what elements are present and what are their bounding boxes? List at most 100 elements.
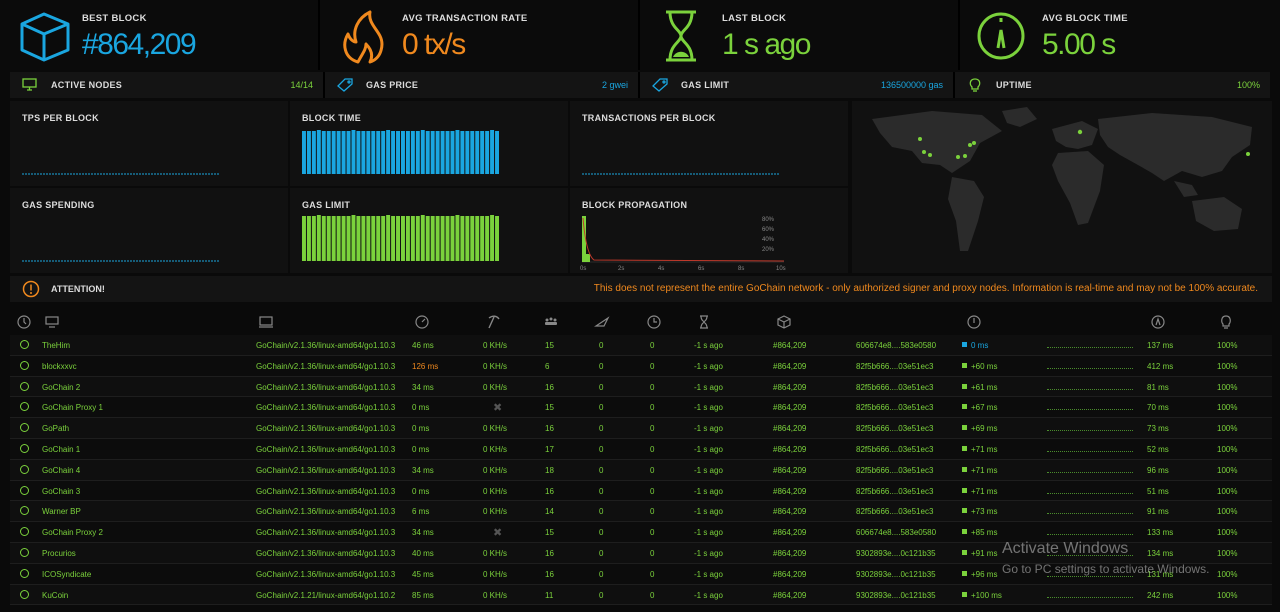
cell-pending: 0 xyxy=(599,569,604,579)
cell-avg: 131 ms xyxy=(1147,569,1174,579)
tag-icon xyxy=(337,78,353,92)
cell-c7: 0 xyxy=(650,465,655,475)
status-dot-icon xyxy=(20,423,29,433)
cell-peers: 16 xyxy=(545,382,554,392)
bar xyxy=(440,131,445,174)
cell-block: #864,209 xyxy=(773,569,807,579)
client-icon[interactable] xyxy=(258,314,274,330)
cell-hash: 0 KH/s xyxy=(483,548,508,558)
cell-peers: 17 xyxy=(545,444,554,454)
cell-name: GoChain 4 xyxy=(42,465,81,475)
status-icon[interactable] xyxy=(16,314,32,330)
cell-name: Procurios xyxy=(42,548,76,558)
chart-transactions-per-block: TRANSACTIONS PER BLOCK xyxy=(570,101,848,186)
cell-latency: 34 ms xyxy=(412,382,434,392)
bar xyxy=(430,216,435,261)
propagation-marker xyxy=(962,549,967,555)
bar xyxy=(321,216,326,261)
uptime-icon[interactable] xyxy=(1218,314,1234,330)
chart-title: BLOCK PROPAGATION xyxy=(582,200,688,210)
bar xyxy=(311,216,316,261)
table-row[interactable]: Procurios GoChain/v2.1.36/linux-amd64/go1… xyxy=(10,542,1272,564)
cell-bhash: 82f5b666....03e51ec3 xyxy=(856,507,934,517)
propagation-value: +85 ms xyxy=(971,528,998,538)
cell-peers: 16 xyxy=(545,569,554,579)
cell-last: -1 s ago xyxy=(694,507,723,517)
cell-name: GoChain 2 xyxy=(42,382,81,392)
cell-pending: 0 xyxy=(599,361,604,371)
cell-c7: 0 xyxy=(650,403,655,413)
cell-peers: 16 xyxy=(545,486,554,496)
cell-latency: 0 ms xyxy=(412,403,430,413)
propagation-value: +67 ms xyxy=(971,403,998,413)
table-row[interactable]: GoPath GoChain/v2.1.36/linux-amd64/go1.10… xyxy=(10,418,1272,439)
node-icon[interactable] xyxy=(44,314,60,330)
stat-last-block: LAST BLOCK 1 s ago xyxy=(640,0,960,70)
status-dot-icon xyxy=(20,340,29,349)
cell-prop: +73 ms xyxy=(962,507,997,516)
bar xyxy=(381,216,386,261)
table-row[interactable]: GoChain Proxy 1 GoChain/v2.1.36/linux-amd… xyxy=(10,397,1272,419)
table-row[interactable]: TheHim GoChain/v2.1.36/linux-amd64/go1.10… xyxy=(10,335,1272,356)
propagation-marker xyxy=(962,445,967,451)
cell-block: #864,209 xyxy=(773,528,807,538)
cell-bhash: 606674e8....583e0580 xyxy=(856,528,937,538)
warning-circle-icon xyxy=(22,280,40,298)
stat-uptime: UPTIME 100% xyxy=(955,72,1270,98)
mining-icon[interactable] xyxy=(486,314,502,330)
bar xyxy=(311,131,316,174)
cell-peers: 16 xyxy=(545,548,554,558)
last-block-icon[interactable] xyxy=(646,314,662,330)
avg-propagation-icon[interactable] xyxy=(1150,314,1166,330)
cell-c7: 0 xyxy=(650,341,655,350)
table-row[interactable]: blockxxvc GoChain/v2.1.36/linux-amd64/go1… xyxy=(10,355,1272,377)
cell-uptime: 100% xyxy=(1217,444,1238,454)
stat-label: AVG TRANSACTION RATE xyxy=(402,13,528,24)
cell-pending: 0 xyxy=(599,548,604,558)
cell-prop: +71 ms xyxy=(962,445,997,454)
propagation-history-line xyxy=(1047,513,1133,515)
table-row[interactable]: GoChain Proxy 2 GoChain/v2.1.36/linux-amd… xyxy=(10,522,1272,543)
cell-c7: 0 xyxy=(650,569,655,579)
bar xyxy=(302,216,306,261)
table-row[interactable]: GoChain 4 GoChain/v2.1.36/linux-amd64/go1… xyxy=(10,459,1272,481)
propagation-marker xyxy=(962,529,967,535)
block-time-icon[interactable] xyxy=(696,314,712,330)
propagation-icon[interactable] xyxy=(966,314,982,330)
status-dot-icon xyxy=(20,568,29,578)
bar xyxy=(460,216,465,261)
cell-peers: 18 xyxy=(545,465,554,475)
bar xyxy=(420,215,425,261)
cell-peers: 15 xyxy=(545,341,554,350)
cell-pending: 0 xyxy=(599,444,604,454)
table-row[interactable]: Warner BP GoChain/v2.1.36/linux-amd64/go1… xyxy=(10,501,1272,523)
cell-block: #864,209 xyxy=(773,424,807,434)
cell-client: GoChain/v2.1.36/linux-amd64/go1.10.3 xyxy=(256,548,396,558)
table-row[interactable]: GoChain 1 GoChain/v2.1.36/linux-amd64/go1… xyxy=(10,438,1272,460)
watermark-title: Activate Windows xyxy=(1002,540,1129,557)
cell-prop: +100 ms xyxy=(962,591,1002,600)
latency-icon[interactable] xyxy=(414,314,430,330)
watermark-subtitle: Go to PC settings to activate Windows. xyxy=(1002,562,1210,576)
bar xyxy=(450,131,455,174)
gas-spending-plot xyxy=(22,260,220,262)
stat-active-nodes: ACTIVE NODES 14/14 xyxy=(10,72,325,98)
cell-prop: +85 ms xyxy=(962,528,997,537)
bar xyxy=(415,131,420,174)
x-tick-label: 2s xyxy=(618,266,624,272)
bar xyxy=(371,216,376,261)
table-row[interactable]: KuCoin GoChain/v2.1.21/linux-amd64/go1.10… xyxy=(10,584,1272,606)
cell-pending: 0 xyxy=(599,403,604,413)
block-icon[interactable] xyxy=(776,314,792,330)
cell-latency: 0 ms xyxy=(412,486,430,496)
table-row[interactable]: GoChain 2 GoChain/v2.1.36/linux-amd64/go1… xyxy=(10,376,1272,398)
propagation-value: +91 ms xyxy=(971,548,998,558)
propagation-history-line xyxy=(1047,596,1133,598)
table-row[interactable]: GoChain 3 GoChain/v2.1.36/linux-amd64/go1… xyxy=(10,480,1272,502)
table-row[interactable]: ICOSyndicate GoChain/v2.1.36/linux-amd64/… xyxy=(10,563,1272,585)
pending-icon[interactable] xyxy=(594,314,610,330)
peers-icon[interactable] xyxy=(543,314,559,330)
bar xyxy=(485,131,490,174)
cell-name: Warner BP xyxy=(42,507,81,517)
bar xyxy=(480,216,485,261)
